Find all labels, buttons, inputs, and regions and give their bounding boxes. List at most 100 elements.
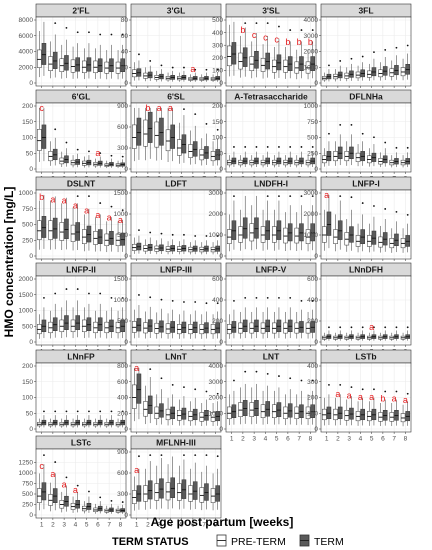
facet-title: A-Tetrasaccharide (234, 92, 308, 102)
x-tick-label: 4 (169, 522, 173, 529)
facet-6-sl: 6'SL030060090012345678baa (117, 89, 222, 183)
outlier-point (289, 195, 292, 198)
facet-title: LNFP-III (160, 265, 192, 275)
outlier-point (328, 384, 330, 386)
box-term-week-1-box (231, 220, 237, 240)
outlier-point (311, 299, 314, 302)
y-tick-label: 300 (117, 145, 128, 152)
outlier-point (244, 146, 247, 148)
y-axis-title: HMO concentration [mg/L] (2, 187, 16, 338)
panel-border (225, 102, 317, 173)
y-tick-label: 3000 (209, 379, 224, 386)
y-tick-label: 750 (22, 206, 33, 213)
outlier-point (99, 292, 102, 295)
x-tick-label: 8 (119, 522, 123, 529)
y-tick-label: 600 (212, 276, 223, 283)
box-term-week-2-box (242, 217, 248, 239)
y-tick-label: 40 (121, 49, 129, 56)
outlier-point (278, 25, 280, 28)
y-tick-label: 0 (124, 80, 128, 87)
box-term-week-3-box (254, 400, 259, 416)
y-tick-label: 4000 (19, 49, 34, 56)
outlier-point (76, 410, 79, 413)
outlier-point (216, 302, 219, 305)
y-tick-label: 300 (212, 42, 223, 49)
outlier-point (171, 66, 174, 69)
y-tick-label: 100 (22, 395, 33, 402)
box-term-week-6-box (192, 481, 198, 500)
panel-border (35, 16, 127, 87)
box-term-week-8-box (310, 223, 315, 242)
significance-letter: a (190, 64, 195, 74)
box-term-week-7-box (299, 223, 304, 242)
outlier-point (350, 124, 353, 126)
plot-area (321, 190, 411, 259)
outlier-point (373, 326, 375, 329)
panel-border (35, 275, 127, 346)
significance-letter: a (50, 469, 55, 479)
facet-title: 3'GL (167, 6, 186, 16)
legend: TERM STATUS PRE-TERM TERM (112, 534, 344, 548)
box-term-week-1-box (41, 43, 47, 65)
x-tick-label: 3 (347, 436, 351, 443)
box-preterm-week-5-box (272, 226, 277, 243)
facet-lndfh-i: LNDFH-I010002000300012345678 (209, 176, 317, 270)
significance-letter: a (118, 215, 123, 225)
outlier-point (373, 205, 375, 207)
outlier-point (233, 195, 235, 198)
outlier-point (328, 64, 330, 67)
outlier-point (384, 326, 387, 329)
outlier-point (138, 455, 140, 458)
significance-letter: a (134, 363, 139, 373)
outlier-point (43, 410, 45, 413)
outlier-point (99, 202, 102, 204)
box-preterm-week-1-box (132, 384, 137, 409)
box-preterm-week-1-box (227, 229, 232, 244)
outlier-point (99, 33, 102, 36)
outlier-point (350, 386, 353, 389)
box-term-week-1-box (231, 42, 237, 65)
x-tick-label: 2 (336, 436, 340, 443)
outlier-point (339, 326, 342, 329)
plot-area (321, 276, 411, 345)
panel-border (320, 275, 412, 346)
y-tick-label: 1000 (19, 308, 34, 315)
outlier-point (160, 377, 163, 380)
y-tick-label: 200 (307, 318, 318, 325)
y-tick-label: 600 (307, 276, 318, 283)
x-tick-label: 8 (214, 522, 218, 529)
y-tick-label: 400 (212, 30, 223, 37)
y-tick-label: 0 (124, 166, 128, 173)
outlier-point (266, 146, 269, 148)
box-term-week-6-box (287, 56, 293, 71)
y-tick-label: 400 (307, 297, 318, 304)
facet-lnnfp: LNnFP05010015020012345678 (22, 349, 127, 443)
outlier-point (194, 454, 197, 457)
x-axis-title: Age post partum [weeks] (151, 515, 294, 529)
box-preterm-week-8-box (210, 488, 216, 503)
outlier-point (278, 297, 280, 299)
box-preterm-week-2-box (143, 485, 148, 502)
box-term-week-2-box (242, 47, 248, 67)
outlier-point (205, 302, 208, 305)
x-tick-label: 7 (297, 436, 301, 443)
y-tick-label: 0 (29, 80, 33, 87)
y-tick-label: 500 (117, 318, 128, 325)
outlier-point (54, 128, 57, 131)
outlier-point (160, 454, 163, 457)
y-tick-label: 0 (219, 80, 223, 87)
box-term-week-3-box (159, 403, 164, 418)
outlier-point (244, 297, 247, 299)
outlier-point (406, 44, 409, 47)
facet-lnfp-ii: LNFP-II050010001500200012345678 (19, 262, 127, 356)
outlier-point (149, 60, 152, 62)
facet-title: LNDFH-I (254, 179, 288, 189)
y-tick-label: 2000 (19, 64, 34, 71)
facet-title: LNFP-I (352, 179, 379, 189)
y-tick-label: 0 (124, 426, 128, 433)
facet-dslnt: DSLNT0250500750100012345678baaaaaaa (19, 176, 127, 270)
box-term-week-5-box (276, 54, 282, 71)
panel-border (130, 448, 222, 519)
significance-letter: a (95, 148, 100, 158)
